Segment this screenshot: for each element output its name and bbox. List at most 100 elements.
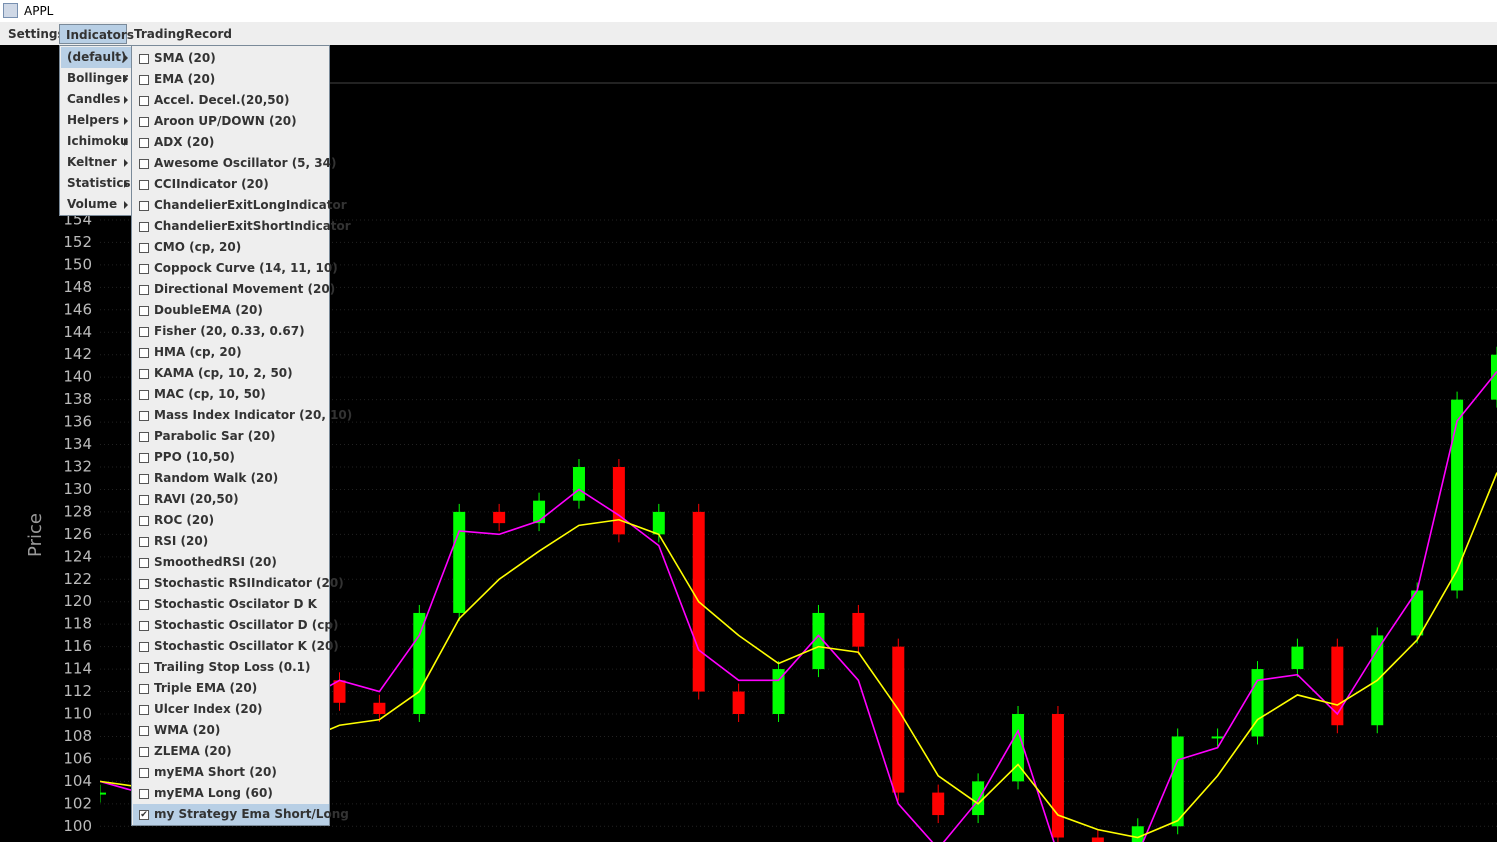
- checkbox: [139, 369, 149, 379]
- candle-body: [1131, 826, 1144, 842]
- menu-item[interactable]: Candles: [61, 89, 131, 110]
- menu-item[interactable]: ROC (20): [133, 510, 329, 531]
- checkbox: [139, 75, 149, 85]
- menu-item[interactable]: Stochastic RSIIndicator (20): [133, 573, 344, 594]
- menu-item[interactable]: Mass Index Indicator (20, 10): [133, 405, 352, 426]
- menu-item-label: Candles: [67, 92, 121, 106]
- y-tick-label: 114: [63, 660, 92, 678]
- menu-item[interactable]: Accel. Decel.(20,50): [133, 90, 329, 111]
- menu-item[interactable]: SmoothedRSI (20): [133, 552, 329, 573]
- indicators-menu: (default) Bollinger Candles Helpers Ichimoku…: [59, 45, 132, 216]
- candle-body: [652, 511, 665, 535]
- menu-bar-item[interactable]: Settings: [8, 27, 65, 41]
- checkbox: [139, 684, 149, 694]
- menu-item-label: Stochastic Oscillator K (20): [154, 639, 339, 653]
- menu-item-label: Keltner: [67, 155, 117, 169]
- menu-item[interactable]: Helpers: [61, 110, 131, 131]
- checkbox: [139, 117, 149, 127]
- y-tick-label: 108: [63, 727, 92, 745]
- menu-item[interactable]: ChandelierExitShortIndicator: [133, 216, 351, 237]
- menu-item-label: CMO (cp, 20): [154, 240, 242, 254]
- menu-item[interactable]: ChandelierExitLongIndicator: [133, 195, 347, 216]
- menu-item[interactable]: Parabolic Sar (20): [133, 426, 329, 447]
- menu-item[interactable]: RAVI (20,50): [133, 489, 329, 510]
- candle-body: [533, 500, 546, 524]
- y-tick-label: 136: [63, 413, 92, 431]
- y-tick-label: 122: [63, 570, 92, 588]
- candle-body: [572, 466, 585, 501]
- menu-item[interactable]: Volume: [61, 194, 131, 215]
- menu-item-label: HMA (cp, 20): [154, 345, 242, 359]
- menu-item[interactable]: Fisher (20, 0.33, 0.67): [133, 321, 329, 342]
- menu-item[interactable]: CMO (cp, 20): [133, 237, 329, 258]
- menu-item[interactable]: EMA (20): [133, 69, 329, 90]
- checkbox: [139, 138, 149, 148]
- menu-item[interactable]: ✔ my Strategy Ema Short/Long: [133, 804, 349, 825]
- y-tick-label: 132: [63, 457, 92, 475]
- window-title: APPL: [24, 4, 54, 18]
- menu-item[interactable]: Stochastic Oscilator D K: [133, 594, 329, 615]
- candle-body: [1451, 399, 1464, 591]
- menu-item[interactable]: Trailing Stop Loss (0.1): [133, 657, 329, 678]
- menu-item[interactable]: Coppock Curve (14, 11, 10): [133, 258, 338, 279]
- menu-item[interactable]: RSI (20): [133, 531, 329, 552]
- menu-item[interactable]: Directional Movement (20): [133, 279, 335, 300]
- y-tick-label: 148: [63, 278, 92, 296]
- menu-item-label: WMA (20): [154, 723, 221, 737]
- menu-item[interactable]: HMA (cp, 20): [133, 342, 329, 363]
- candle-body: [892, 646, 905, 793]
- menu-item[interactable]: Statistics: [61, 173, 131, 194]
- submenu-arrow: [124, 117, 128, 125]
- menu-item-label: SmoothedRSI (20): [154, 555, 277, 569]
- menu-item[interactable]: ZLEMA (20): [133, 741, 329, 762]
- menu-item[interactable]: PPO (10,50): [133, 447, 329, 468]
- menu-item-label: RAVI (20,50): [154, 492, 239, 506]
- y-tick-label: 106: [63, 749, 92, 767]
- menu-item[interactable]: myEMA Short (20): [133, 762, 329, 783]
- menu-item[interactable]: ADX (20): [133, 132, 329, 153]
- menu-item[interactable]: Ulcer Index (20): [133, 699, 329, 720]
- candle-body: [333, 680, 346, 703]
- menu-bar-item[interactable]: TradingRecord: [134, 27, 232, 41]
- y-axis-label: Price: [25, 513, 46, 557]
- menu-item[interactable]: MAC (cp, 10, 50): [133, 384, 329, 405]
- menu-item[interactable]: Bollinger: [61, 68, 131, 89]
- checkbox: [139, 285, 149, 295]
- y-tick-label: 124: [63, 547, 92, 565]
- menu-item-label: Fisher (20, 0.33, 0.67): [154, 324, 305, 338]
- menu-item-label: ChandelierExitLongIndicator: [154, 198, 347, 212]
- checkbox: [139, 96, 149, 106]
- menu-item[interactable]: DoubleEMA (20): [133, 300, 329, 321]
- checkbox: [139, 663, 149, 673]
- menu-item[interactable]: Keltner: [61, 152, 131, 173]
- menu-item[interactable]: Triple EMA (20): [133, 678, 329, 699]
- menu-item[interactable]: Random Walk (20): [133, 468, 329, 489]
- y-tick-label: 116: [63, 637, 92, 655]
- menu-item[interactable]: (default): [61, 47, 131, 68]
- checkbox: [139, 306, 149, 316]
- checkbox: [139, 54, 149, 64]
- menu-item[interactable]: Awesome Oscillator (5, 34): [133, 153, 336, 174]
- menu-item[interactable]: Ichimoku: [61, 131, 131, 152]
- menu-item-label: DoubleEMA (20): [154, 303, 263, 317]
- menu-item[interactable]: CCIIndicator (20): [133, 174, 329, 195]
- menu-item-label: myEMA Long (60): [154, 786, 273, 800]
- y-tick-label: 146: [63, 300, 92, 318]
- candle-body: [812, 612, 825, 670]
- candle-body: [612, 466, 625, 535]
- menu-item-label: Mass Index Indicator (20, 10): [154, 408, 353, 422]
- menu-item[interactable]: Stochastic Oscillator K (20): [133, 636, 339, 657]
- menu-item[interactable]: Stochastic Oscillator D (cp): [133, 615, 338, 636]
- menu-item-label: EMA (20): [154, 72, 216, 86]
- checkbox: [139, 453, 149, 463]
- indicator-line: [100, 371, 1497, 842]
- menu-item[interactable]: myEMA Long (60): [133, 783, 329, 804]
- menu-item[interactable]: KAMA (cp, 10, 2, 50): [133, 363, 329, 384]
- menu-item-label: Stochastic Oscillator D (cp): [154, 618, 339, 632]
- menu-item[interactable]: SMA (20): [133, 48, 329, 69]
- menu-bar-item[interactable]: Indicators: [59, 24, 134, 44]
- candle-body: [1411, 590, 1424, 636]
- menu-item[interactable]: Aroon UP/DOWN (20): [133, 111, 329, 132]
- menu-item[interactable]: WMA (20): [133, 720, 329, 741]
